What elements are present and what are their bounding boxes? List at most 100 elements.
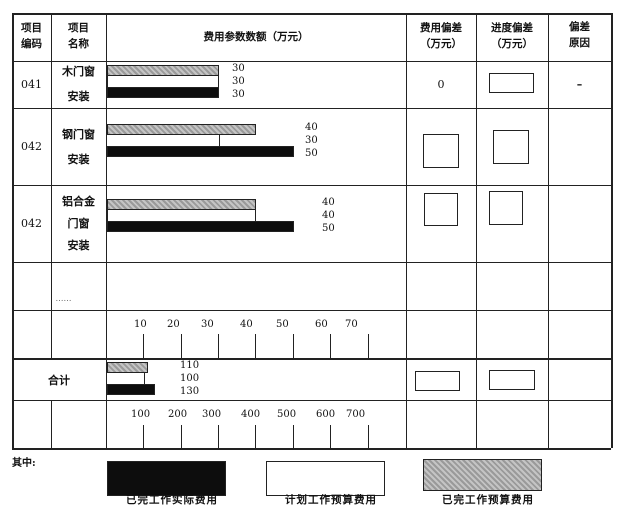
- total-axis-tick-label: 600: [316, 409, 336, 420]
- axis-tick: [181, 334, 182, 358]
- total-axis-tick: [293, 425, 294, 449]
- legend-swatch: [266, 461, 385, 496]
- axis-tick: [368, 334, 369, 358]
- col-line: [476, 13, 477, 448]
- row-line: [12, 310, 611, 311]
- total-axis-tick-label: 400: [241, 409, 261, 420]
- bar-bcwp: [107, 65, 219, 76]
- total-axis-tick: [181, 425, 182, 449]
- bar-bcwp: [107, 362, 149, 373]
- bar-bcws: [107, 76, 219, 87]
- row-line: [12, 262, 611, 263]
- bar-value-label: 40: [322, 210, 335, 221]
- total-axis-tick: [218, 425, 219, 449]
- header-reason: 偏差 原因: [569, 21, 590, 49]
- legend-label: 已完工作预算费用: [442, 494, 534, 506]
- legend-swatch: [107, 461, 226, 496]
- bar-acwp: [107, 221, 294, 232]
- cost-deviation-value: 0: [437, 78, 445, 91]
- col-line: [611, 13, 613, 448]
- answer-box[interactable]: [423, 134, 459, 168]
- axis-tick: [293, 334, 294, 358]
- axis-tick-label: 60: [315, 319, 328, 330]
- bar-value-label: 30: [232, 63, 245, 74]
- bar-value-label: 100: [180, 373, 200, 384]
- answer-box[interactable]: [489, 191, 523, 225]
- header-amount: 费用参数数额（万元）: [203, 31, 309, 43]
- row-line: [12, 61, 611, 62]
- answer-box[interactable]: [493, 130, 529, 164]
- header-code: 项目 编码: [21, 22, 42, 50]
- bar-bcws: [107, 210, 257, 221]
- total-axis-tick: [255, 425, 256, 449]
- row-line: [12, 448, 611, 450]
- col-line: [51, 13, 52, 358]
- total-axis-tick-label: 300: [202, 409, 222, 420]
- axis-tick-label: 20: [167, 319, 180, 330]
- row-line: [12, 185, 611, 186]
- bar-bcws: [144, 373, 146, 384]
- project-code: 041: [21, 77, 42, 91]
- project-name: 铝合金: [62, 195, 95, 208]
- axis-tick-label: 10: [134, 319, 147, 330]
- total-axis-tick: [330, 425, 331, 449]
- project-name: 安装: [67, 89, 90, 103]
- bar-value-label: 130: [180, 386, 200, 397]
- legend-swatch: [423, 459, 542, 491]
- axis-tick: [143, 334, 144, 358]
- bar-value-label: 30: [305, 135, 318, 146]
- answer-box[interactable]: [415, 371, 460, 391]
- header-cost-dev: 费用偏差 （万元）: [420, 22, 462, 50]
- bar-value-label: 40: [322, 197, 335, 208]
- bar-bcwp: [107, 199, 257, 210]
- bar-acwp: [107, 146, 294, 157]
- total-label: 合计: [48, 374, 70, 387]
- row-line: [12, 108, 611, 109]
- legend-label: 已完工作实际费用: [126, 494, 218, 506]
- axis-tick-label: 40: [240, 319, 253, 330]
- bar-bcws: [218, 135, 220, 146]
- bar-value-label: 30: [232, 89, 245, 100]
- axis-tick-label: 30: [201, 319, 214, 330]
- bar-value-label: 30: [232, 76, 245, 87]
- answer-box[interactable]: [489, 370, 535, 390]
- col-line: [106, 13, 107, 448]
- bar-value-label: 50: [322, 223, 335, 234]
- axis-tick: [218, 334, 219, 358]
- project-name: 安装: [67, 152, 90, 166]
- col-line: [12, 13, 14, 448]
- axis-tick-label: 50: [276, 319, 289, 330]
- col-line: [406, 13, 407, 448]
- bar-acwp: [107, 384, 156, 395]
- ellipsis: ……: [55, 294, 72, 303]
- bar-value-label: 50: [305, 148, 318, 159]
- row-line: [12, 400, 611, 401]
- legend-label: 计划工作预算费用: [285, 494, 377, 506]
- project-code: 042: [21, 139, 42, 153]
- project-name: 钢门窗: [62, 127, 95, 141]
- total-axis-tick: [143, 425, 144, 449]
- deviation-reason: –: [576, 78, 583, 91]
- bar-bcwp: [107, 124, 257, 135]
- col-line: [548, 13, 549, 448]
- total-axis-tick-label: 100: [131, 409, 151, 420]
- row-line: [12, 13, 611, 15]
- answer-box[interactable]: [424, 193, 458, 226]
- legend-prefix: 其中:: [12, 458, 36, 469]
- total-axis-tick-label: 200: [168, 409, 188, 420]
- axis-tick-label: 70: [345, 319, 358, 330]
- col-line: [51, 400, 52, 448]
- answer-box[interactable]: [489, 73, 534, 93]
- project-name: 安装: [67, 239, 90, 252]
- bar-acwp: [107, 87, 219, 98]
- bar-value-label: 40: [305, 122, 318, 133]
- project-name: 门窗: [67, 217, 90, 230]
- project-name: 木门窗: [62, 64, 95, 78]
- axis-tick: [330, 334, 331, 358]
- axis-tick: [255, 334, 256, 358]
- header-sched-dev: 进度偏差 （万元）: [491, 22, 533, 50]
- header-name: 项目 名称: [68, 22, 89, 50]
- row-line: [12, 358, 611, 360]
- total-axis-tick: [368, 425, 369, 449]
- bar-value-label: 110: [180, 360, 200, 371]
